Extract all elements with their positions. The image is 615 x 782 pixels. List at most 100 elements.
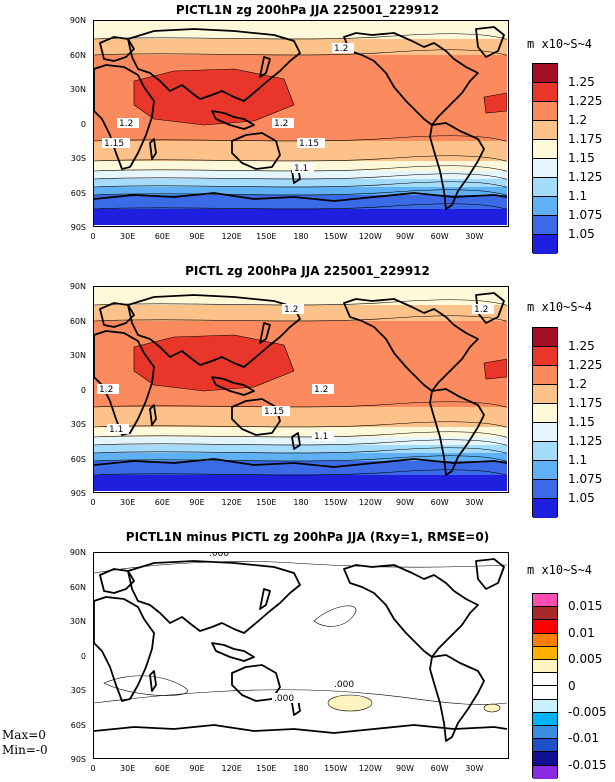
colorbar-label: -0.01 — [568, 731, 600, 746]
lon-label: 0 — [90, 232, 96, 241]
coastline — [211, 376, 255, 396]
colorbar-label: 1.05 — [568, 491, 595, 505]
contour-line — [103, 675, 188, 696]
colorbar-label: 1.1 — [568, 453, 588, 467]
contour-band — [94, 453, 507, 461]
contour-label-bg — [117, 118, 139, 128]
contour-band — [94, 553, 507, 757]
lon-label: 180 — [293, 764, 309, 773]
contour-band — [94, 437, 507, 445]
colorbar-box — [533, 686, 557, 700]
coastline — [231, 132, 281, 170]
colorbar-box — [533, 461, 557, 480]
colorbar-box — [533, 385, 557, 404]
colorbar-box — [533, 347, 557, 366]
lon-label: 120E — [221, 232, 242, 241]
lon-label: 120W — [358, 232, 382, 241]
colorbar-box — [533, 442, 557, 461]
lat-label: 60N — [69, 316, 86, 326]
contour-anomaly — [483, 703, 501, 713]
contour-label: .000 — [209, 553, 229, 559]
colorbar-box — [533, 712, 557, 727]
contour-label-bg — [272, 118, 294, 128]
lat-label: 60N — [69, 582, 86, 592]
colorbar-label: 1.075 — [568, 472, 603, 486]
panel-2-units: m x10~S~4 — [527, 300, 593, 314]
lat-label: 30S — [70, 154, 86, 163]
coastline — [475, 26, 505, 58]
coastline — [99, 568, 135, 594]
contour-label-bg — [102, 138, 130, 148]
lat-label: 90N — [69, 282, 86, 291]
contour-label-bg — [282, 304, 304, 314]
colorbar-box — [533, 752, 557, 766]
lon-label: 150W — [324, 498, 348, 507]
contour-label-bg — [292, 163, 314, 173]
contour-line — [94, 203, 507, 210]
contour-line — [94, 155, 507, 162]
coastline — [94, 724, 507, 734]
coastline — [211, 110, 255, 130]
lat-label: 30N — [69, 617, 86, 626]
contour-label-bg — [272, 693, 300, 703]
coastline — [259, 588, 271, 610]
lat-label: 90S — [70, 755, 86, 764]
panel-1-map-svg: 1.2 1.2 1.2 1.15 1.15 1.1 — [94, 21, 507, 225]
panel-3-title: PICTL1N minus PICTL zg 200hPa JJA (Rxy=1… — [125, 530, 490, 544]
contour-band — [94, 209, 507, 225]
lon-label: 120W — [358, 764, 382, 773]
contour-band — [94, 179, 507, 187]
contour-label: 1.2 — [334, 44, 348, 54]
contour-label: 1.2 — [119, 119, 133, 129]
contour-band — [94, 445, 507, 453]
colorbar-label: 0 — [568, 678, 576, 693]
coastline — [343, 32, 479, 126]
lon-label: 30E — [120, 498, 136, 507]
panel-3-map: .000 .000 .000 — [93, 552, 509, 759]
contour-band — [94, 407, 507, 427]
colorbar-box — [533, 159, 557, 178]
lat-label: 0 — [80, 119, 86, 129]
lon-label: 30E — [120, 764, 136, 773]
lon-label: 90E — [189, 764, 205, 773]
colorbar-box — [533, 480, 557, 499]
lon-label: 90E — [189, 498, 205, 507]
lon-label: 120W — [358, 498, 382, 507]
contour-high-core — [483, 92, 507, 114]
colorbar-label: 1.2 — [568, 377, 588, 391]
colorbar-box — [533, 699, 557, 713]
contour-label-bg — [472, 304, 494, 314]
contour-label-bg — [262, 406, 290, 416]
contour-high-core — [133, 334, 295, 392]
colorbar-box — [533, 646, 557, 661]
contour-line — [94, 165, 507, 172]
contour-line — [94, 401, 507, 408]
contour-label-bg — [312, 384, 334, 394]
contour-line — [94, 421, 507, 428]
colorbar-label: 1.225 — [568, 94, 603, 108]
lat-label: 30N — [69, 85, 86, 94]
colorbar-label: 1.125 — [568, 434, 603, 448]
colorbar-label: 1.05 — [568, 227, 595, 241]
panel-1-colorbar — [532, 63, 558, 254]
coastline — [291, 432, 301, 450]
colorbar-label: 1.2 — [568, 113, 588, 127]
coastline — [127, 28, 301, 102]
colorbar-box — [533, 765, 557, 779]
lon-label: 60E — [154, 498, 170, 507]
max-label: Max=0 — [2, 728, 46, 742]
coastline — [429, 654, 485, 742]
lon-label: 90W — [395, 498, 415, 507]
coastline — [99, 302, 135, 328]
contour-label: 1.15 — [104, 139, 124, 149]
coastline — [94, 596, 155, 702]
lon-label: 90W — [395, 764, 415, 773]
lat-label: 60S — [70, 188, 86, 198]
colorbar-box — [533, 594, 557, 608]
lat-label: 0 — [80, 651, 86, 661]
lat-label: 60S — [70, 454, 86, 464]
colorbar-label: -0.015 — [568, 757, 607, 772]
colorbar-box — [533, 499, 557, 518]
colorbar-label: 1.175 — [568, 396, 603, 410]
contour-label: 1.1 — [314, 432, 328, 442]
